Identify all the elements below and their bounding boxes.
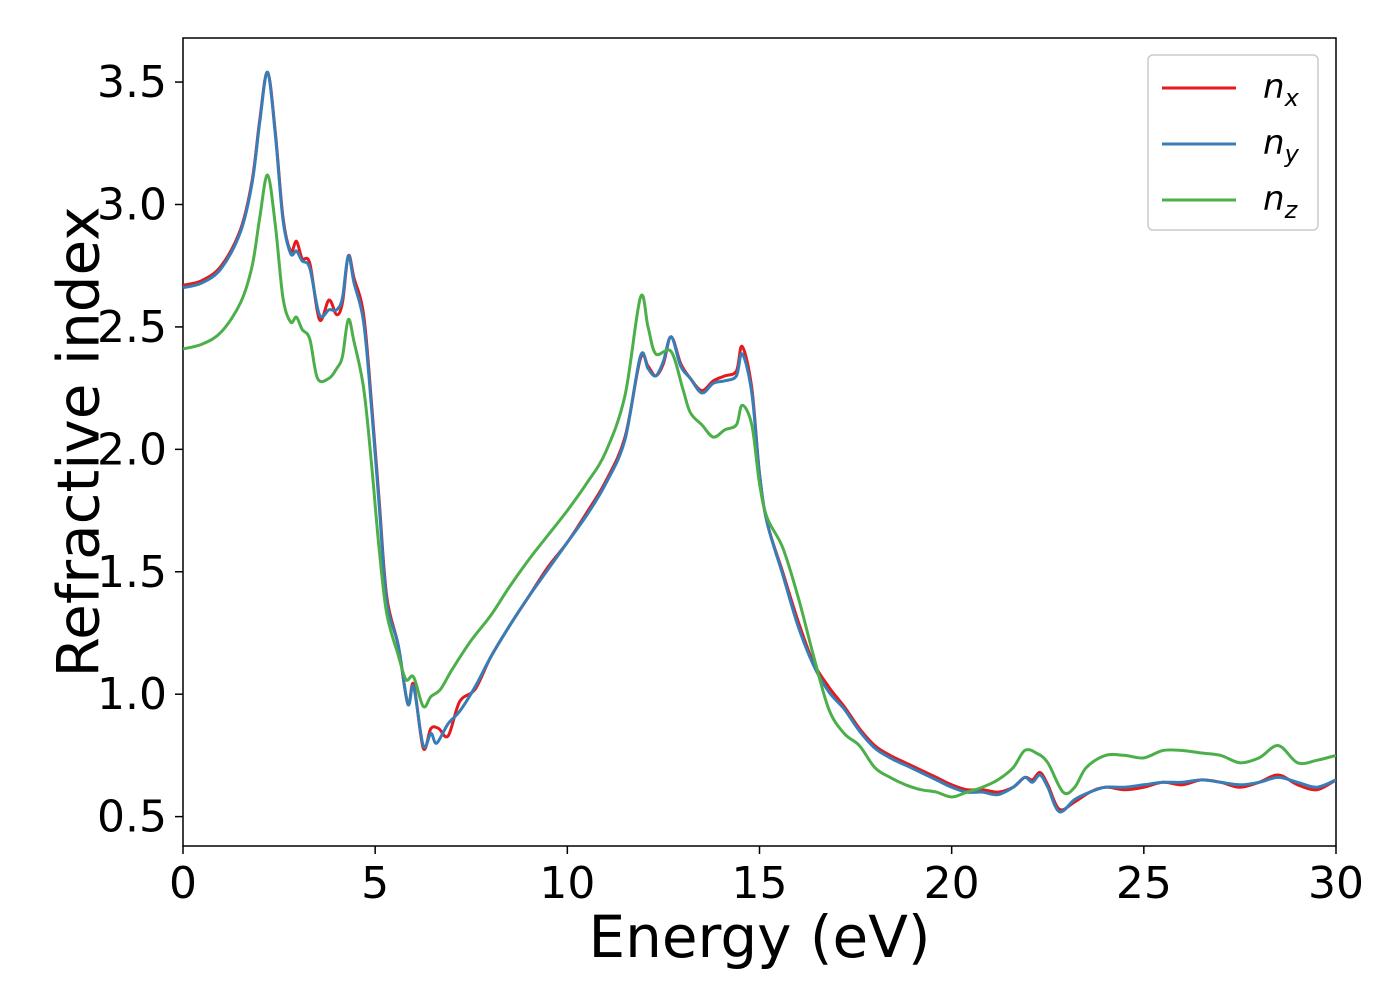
x-tick-label: 10: [539, 858, 595, 909]
series-line-ny: [183, 70, 1336, 814]
x-axis-ticks: 0 5 10 15 20 25 30: [169, 846, 1364, 909]
y-tick-label: 1.5: [97, 547, 167, 598]
x-axis-title: Energy (eV): [588, 903, 930, 971]
x-tick-label: 0: [169, 858, 197, 909]
y-tick-label: 3.5: [97, 57, 167, 108]
y-tick-label: 2.5: [97, 302, 167, 353]
plot-area: 0 5 10 15 20 25 30 0.5 1.0 1.5 2.0 2.5 3.0 3.5: [97, 37, 1364, 909]
y-tick-label: 2.0: [97, 424, 167, 475]
series-layer: [183, 70, 1336, 814]
x-tick-label: 25: [1116, 858, 1172, 909]
y-tick-label: 1.0: [97, 669, 167, 720]
y-axis-ticks: 0.5 1.0 1.5 2.0 2.5 3.0 3.5: [97, 57, 183, 843]
x-tick-label: 30: [1308, 858, 1364, 909]
y-axis-title: Refractive index: [44, 206, 112, 677]
x-tick-label: 5: [361, 858, 389, 909]
y-tick-label: 0.5: [97, 792, 167, 843]
y-tick-label: 3.0: [97, 179, 167, 230]
series-line-nz: [183, 173, 1336, 799]
x-tick-label: 20: [924, 858, 980, 909]
x-tick-label: 15: [732, 858, 788, 909]
